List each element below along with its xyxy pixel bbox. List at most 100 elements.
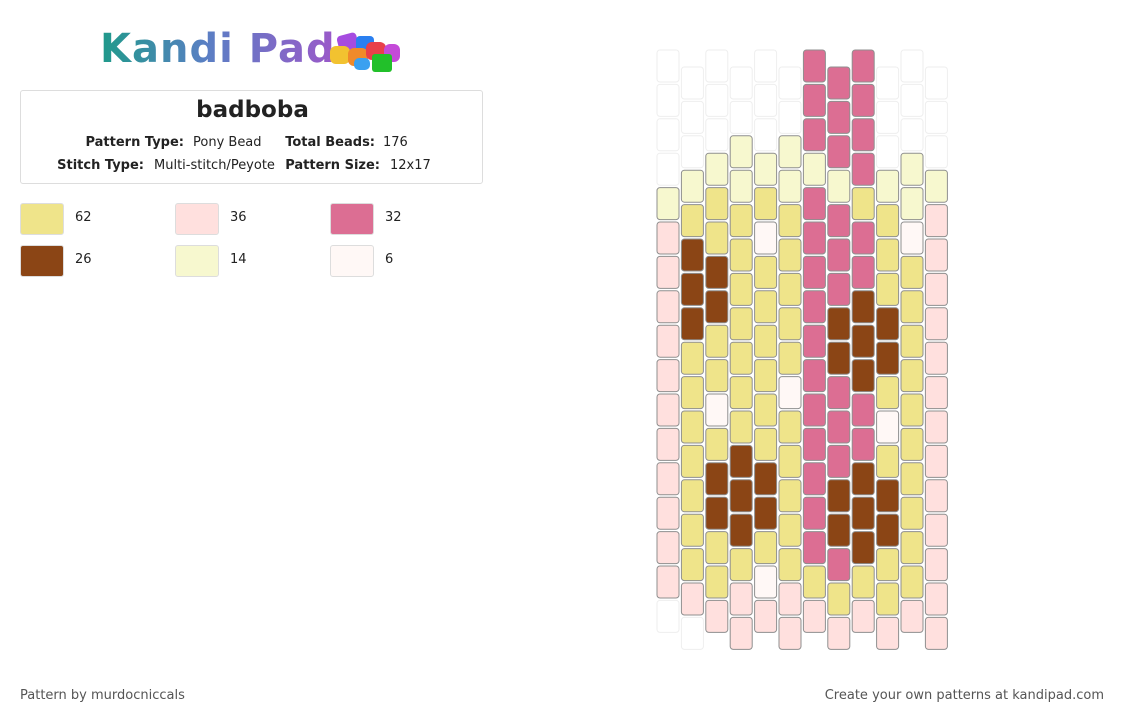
bead-grid <box>656 49 948 650</box>
bead <box>705 462 729 496</box>
bead <box>876 513 900 547</box>
bead <box>876 548 900 582</box>
bead <box>802 427 826 461</box>
bead <box>705 565 729 599</box>
bead <box>851 565 875 599</box>
bead <box>729 135 753 169</box>
info-box: badboba Pattern Type: Pony Bead Total Be… <box>20 90 483 184</box>
bead <box>924 204 948 238</box>
bead <box>680 100 704 134</box>
bead <box>924 135 948 169</box>
color-swatch <box>20 203 64 235</box>
bead <box>900 496 924 530</box>
bead <box>656 83 680 117</box>
bead <box>680 307 704 341</box>
bead <box>680 548 704 582</box>
bead <box>827 513 851 547</box>
credit: Pattern by murdocniccals <box>20 688 185 703</box>
bead <box>851 462 875 496</box>
bead <box>729 513 753 547</box>
bead <box>754 427 778 461</box>
bead <box>754 462 778 496</box>
brand-logo[interactable]: Kandi Pad <box>100 26 336 72</box>
bead <box>900 393 924 427</box>
bead <box>729 616 753 650</box>
bead <box>680 341 704 375</box>
bead <box>729 376 753 410</box>
bead <box>778 616 802 650</box>
bead <box>900 427 924 461</box>
bead <box>924 169 948 203</box>
promo-link[interactable]: Create your own patterns at kandipad.com <box>824 688 1104 703</box>
bead <box>851 118 875 152</box>
pattern-title: badboba <box>196 97 309 123</box>
bead <box>754 83 778 117</box>
bead <box>754 255 778 289</box>
bead <box>827 479 851 513</box>
bead <box>680 616 704 650</box>
bead <box>851 255 875 289</box>
bead <box>754 531 778 565</box>
bead <box>656 49 680 83</box>
bead <box>656 324 680 358</box>
bead <box>900 565 924 599</box>
bead <box>924 479 948 513</box>
color-swatch <box>20 245 64 277</box>
bead <box>924 100 948 134</box>
bead <box>851 427 875 461</box>
bead <box>656 118 680 152</box>
detail-value: Multi-stitch/Peyote <box>154 158 275 173</box>
bead <box>778 169 802 203</box>
bead <box>802 221 826 255</box>
bead <box>802 599 826 633</box>
bead <box>680 479 704 513</box>
bead <box>900 462 924 496</box>
bead <box>656 496 680 530</box>
bead <box>656 599 680 633</box>
bead <box>900 187 924 221</box>
detail-value: Pony Bead <box>193 135 262 150</box>
color-swatch <box>330 245 374 277</box>
bead <box>900 531 924 565</box>
bead <box>705 359 729 393</box>
bead <box>705 393 729 427</box>
bead <box>876 479 900 513</box>
bead <box>778 204 802 238</box>
bead <box>827 376 851 410</box>
bead <box>827 238 851 272</box>
bead <box>705 118 729 152</box>
bead <box>754 393 778 427</box>
bead <box>876 582 900 616</box>
bead <box>924 272 948 306</box>
bead <box>924 582 948 616</box>
bead <box>827 616 851 650</box>
bead <box>802 359 826 393</box>
bead <box>851 531 875 565</box>
bead-count: 32 <box>385 210 402 225</box>
bead <box>827 444 851 478</box>
bead <box>900 118 924 152</box>
bead <box>876 341 900 375</box>
bead <box>680 204 704 238</box>
detail-label: Pattern Type: <box>85 135 184 150</box>
bead <box>729 444 753 478</box>
bead <box>802 152 826 186</box>
bead <box>680 272 704 306</box>
bead <box>900 290 924 324</box>
bead <box>680 410 704 444</box>
bead <box>876 616 900 650</box>
bead <box>754 359 778 393</box>
bead <box>851 324 875 358</box>
bead <box>876 444 900 478</box>
bead <box>827 341 851 375</box>
bead <box>656 255 680 289</box>
bead <box>827 100 851 134</box>
bead <box>705 49 729 83</box>
bead <box>876 410 900 444</box>
bead <box>656 359 680 393</box>
bead <box>924 548 948 582</box>
bead <box>876 169 900 203</box>
bead <box>778 238 802 272</box>
bead <box>754 324 778 358</box>
